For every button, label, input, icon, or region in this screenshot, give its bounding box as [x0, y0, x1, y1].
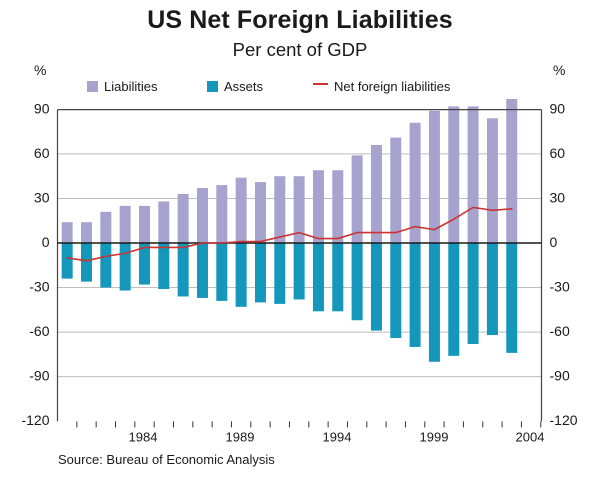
svg-text:-90: -90 — [550, 368, 570, 384]
svg-text:-120: -120 — [21, 412, 49, 428]
svg-text:-120: -120 — [550, 412, 578, 428]
svg-text:60: 60 — [34, 145, 50, 161]
svg-text:0: 0 — [550, 234, 558, 250]
svg-text:-60: -60 — [29, 323, 49, 339]
svg-text:1999: 1999 — [420, 429, 449, 444]
svg-text:2004: 2004 — [516, 429, 545, 444]
svg-text:0: 0 — [42, 234, 50, 250]
svg-text:90: 90 — [34, 100, 50, 116]
svg-text:-90: -90 — [29, 368, 49, 384]
svg-text:-60: -60 — [550, 323, 570, 339]
svg-text:-30: -30 — [550, 279, 570, 295]
svg-text:60: 60 — [550, 145, 566, 161]
svg-text:30: 30 — [550, 189, 566, 205]
svg-text:1989: 1989 — [226, 429, 255, 444]
svg-text:1994: 1994 — [323, 429, 352, 444]
svg-text:90: 90 — [550, 100, 566, 116]
svg-text:1984: 1984 — [129, 429, 158, 444]
svg-text:-30: -30 — [29, 279, 49, 295]
svg-text:30: 30 — [34, 189, 50, 205]
